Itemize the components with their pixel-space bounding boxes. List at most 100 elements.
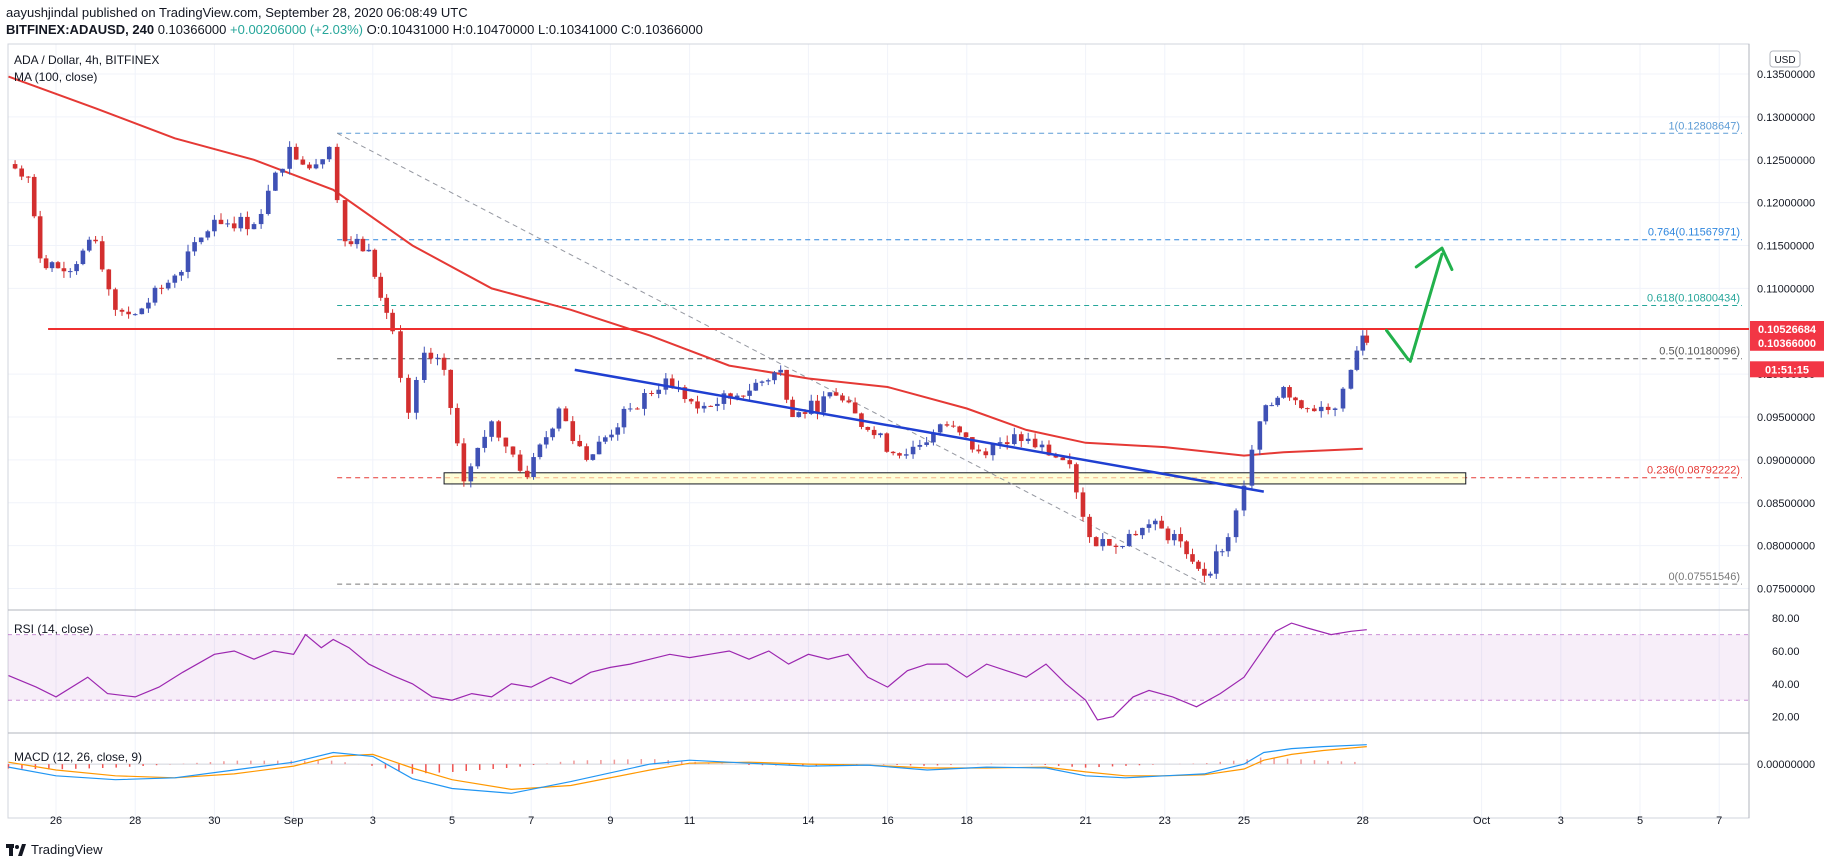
candle-body[interactable]: [146, 302, 151, 309]
candle-body[interactable]: [543, 437, 549, 445]
candle-body[interactable]: [1046, 444, 1052, 456]
candle-body[interactable]: [1269, 405, 1275, 407]
candle-body[interactable]: [910, 446, 916, 455]
candle-body[interactable]: [1196, 561, 1201, 569]
candle-body[interactable]: [273, 172, 278, 191]
candle-body[interactable]: [1348, 369, 1354, 389]
candle-body[interactable]: [1120, 546, 1125, 548]
candle-body[interactable]: [326, 146, 332, 160]
candle-body[interactable]: [454, 407, 460, 444]
candle-body[interactable]: [198, 237, 204, 243]
candle-body[interactable]: [360, 238, 366, 252]
candle-body[interactable]: [1053, 455, 1059, 458]
candle-body[interactable]: [649, 393, 654, 395]
candle-body[interactable]: [74, 264, 79, 272]
candle-body[interactable]: [1287, 387, 1292, 398]
candle-body[interactable]: [778, 369, 783, 373]
candle-body[interactable]: [1087, 516, 1092, 538]
candle-body[interactable]: [1364, 335, 1370, 343]
candle-body[interactable]: [1305, 408, 1310, 410]
candle-body[interactable]: [1360, 335, 1366, 351]
candle-body[interactable]: [963, 432, 969, 438]
candle-body[interactable]: [715, 403, 720, 406]
candle-body[interactable]: [815, 400, 820, 413]
candle-body[interactable]: [61, 268, 67, 272]
candle-body[interactable]: [414, 379, 419, 413]
candle-body[interactable]: [537, 444, 543, 458]
candle-body[interactable]: [165, 282, 171, 289]
candle-body[interactable]: [871, 429, 877, 436]
candle-body[interactable]: [833, 392, 839, 396]
candle-body[interactable]: [31, 176, 37, 217]
publisher-name[interactable]: aayushjindal: [6, 5, 79, 20]
candle-body[interactable]: [37, 216, 43, 259]
candle-body[interactable]: [238, 216, 244, 229]
candle-body[interactable]: [621, 408, 627, 428]
candle-body[interactable]: [1093, 537, 1099, 547]
candle-body[interactable]: [126, 311, 131, 315]
candle-body[interactable]: [1208, 573, 1213, 576]
candle-body[interactable]: [1159, 520, 1164, 529]
candle-body[interactable]: [827, 392, 833, 397]
candle-body[interactable]: [1172, 533, 1177, 541]
candle-body[interactable]: [1241, 485, 1247, 511]
candle-body[interactable]: [398, 331, 403, 378]
candle-body[interactable]: [86, 239, 92, 251]
candle-body[interactable]: [428, 352, 434, 359]
candle-body[interactable]: [300, 159, 306, 165]
candle-body[interactable]: [531, 457, 536, 478]
candle-body[interactable]: [1184, 541, 1189, 555]
candle-body[interactable]: [840, 395, 845, 401]
candle-body[interactable]: [258, 213, 264, 225]
candle-body[interactable]: [179, 271, 184, 276]
candle-body[interactable]: [615, 427, 621, 435]
candle-body[interactable]: [510, 446, 516, 455]
candle-body[interactable]: [903, 454, 909, 456]
candle-body[interactable]: [734, 395, 740, 399]
candle-body[interactable]: [119, 309, 125, 312]
candle-body[interactable]: [1281, 387, 1286, 398]
candle-body[interactable]: [688, 399, 694, 402]
candle-body[interactable]: [106, 269, 112, 290]
candle-body[interactable]: [1126, 533, 1132, 547]
candle-body[interactable]: [627, 408, 633, 410]
candle-body[interactable]: [884, 433, 890, 452]
candle-body[interactable]: [1060, 457, 1066, 461]
candle-body[interactable]: [265, 190, 271, 214]
candle-body[interactable]: [517, 454, 523, 471]
candle-body[interactable]: [970, 437, 975, 450]
candle-body[interactable]: [152, 287, 158, 303]
candle-body[interactable]: [503, 437, 509, 447]
candle-body[interactable]: [937, 424, 943, 433]
candle-body[interactable]: [524, 470, 530, 478]
candle-body[interactable]: [99, 241, 105, 270]
candle-body[interactable]: [1233, 510, 1239, 538]
candle-body[interactable]: [245, 216, 250, 230]
candle-body[interactable]: [354, 238, 360, 245]
candle-body[interactable]: [421, 352, 427, 380]
tradingview-logo[interactable]: TradingView: [6, 842, 103, 857]
candle-body[interactable]: [784, 369, 789, 400]
candle-body[interactable]: [983, 451, 989, 456]
candle-body[interactable]: [1332, 408, 1338, 410]
candle-body[interactable]: [897, 453, 902, 456]
candle-body[interactable]: [342, 200, 348, 242]
candle-body[interactable]: [584, 446, 589, 460]
candle-body[interactable]: [1113, 545, 1119, 548]
candle-body[interactable]: [384, 297, 389, 313]
candle-body[interactable]: [1219, 551, 1225, 553]
candle-body[interactable]: [1213, 551, 1219, 574]
candle-body[interactable]: [603, 437, 608, 442]
candle-body[interactable]: [924, 442, 929, 445]
candle-body[interactable]: [172, 275, 178, 283]
candle-body[interactable]: [997, 442, 1003, 444]
candle-body[interactable]: [878, 433, 883, 436]
candle-body[interactable]: [366, 249, 372, 252]
candle-body[interactable]: [406, 377, 411, 413]
candle-body[interactable]: [1202, 568, 1207, 576]
candle-body[interactable]: [656, 389, 662, 394]
candle-body[interactable]: [917, 444, 923, 447]
candle-body[interactable]: [728, 393, 733, 399]
candle-body[interactable]: [1299, 400, 1304, 409]
candle-body[interactable]: [468, 466, 474, 482]
